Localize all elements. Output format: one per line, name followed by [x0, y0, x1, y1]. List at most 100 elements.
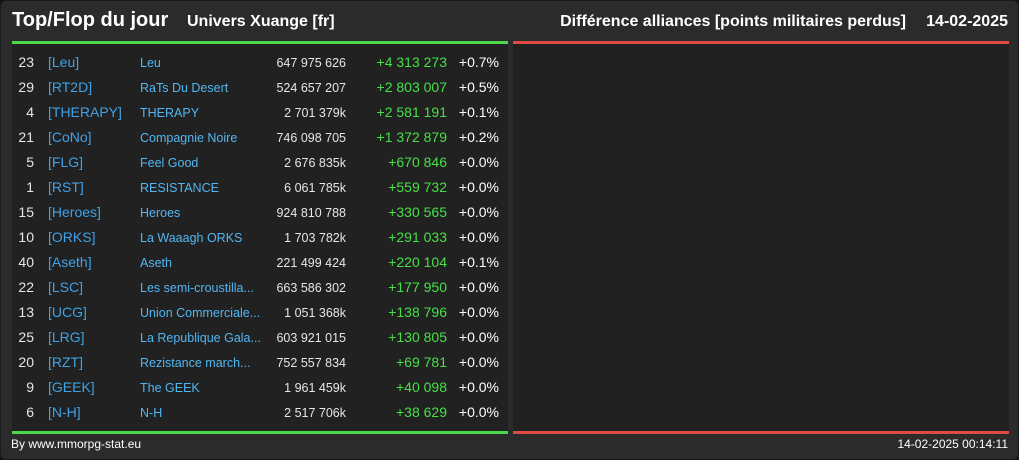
alliance-name-link[interactable]: Feel Good: [140, 156, 199, 170]
alliance-tag-link[interactable]: [ORKS]: [48, 229, 96, 245]
header-date: 14-02-2025: [926, 13, 1008, 30]
rank-cell: 5: [26, 154, 34, 170]
difference-label: Différence alliances [points militaires …: [560, 13, 906, 30]
total-cell: 221 499 424: [276, 256, 346, 270]
alliance-tag-link[interactable]: [CoNo]: [48, 129, 92, 145]
alliance-tag-link[interactable]: [THERAPY]: [48, 104, 122, 120]
delta-cell: +220 104: [388, 254, 447, 270]
rank-cell: 1: [26, 179, 34, 195]
list-item: 40 [Aseth] Aseth 221 499 424 +220 104 +0.1%: [12, 251, 508, 276]
alliance-name-link[interactable]: Union Commerciale...: [140, 306, 261, 320]
list-item: 5 [FLG] Feel Good 2 676 835k +670 846 +0.0%: [12, 151, 508, 176]
total-cell: 647 975 626: [276, 56, 346, 70]
total-cell: 2 701 379k: [284, 106, 346, 120]
alliance-name-link[interactable]: Leu: [140, 56, 161, 70]
alliance-name-link[interactable]: RaTs Du Desert: [140, 81, 229, 95]
alliance-name-link[interactable]: N-H: [140, 406, 163, 420]
alliance-tag-link[interactable]: [Leu]: [48, 54, 80, 70]
page-title: Top/Flop du jour: [12, 9, 169, 31]
percent-cell: +0.5%: [458, 79, 499, 95]
header: Top/Flop du jour Univers Xuange [fr] Dif…: [1, 1, 1018, 41]
alliance-name-link[interactable]: The GEEK: [140, 381, 200, 395]
delta-cell: +40 098: [396, 379, 447, 395]
total-cell: 524 657 207: [276, 81, 346, 95]
total-cell: 6 061 785k: [284, 181, 346, 195]
delta-cell: +130 805: [388, 329, 447, 345]
alliance-tag-link[interactable]: [N-H]: [48, 404, 81, 420]
source-link[interactable]: By www.mmorpg-stat.eu: [11, 437, 142, 451]
percent-cell: +0.1%: [458, 254, 499, 270]
list-item: 20 [RZT] Rezistance march... 752 557 834 +69…: [12, 351, 508, 376]
alliance-name-link[interactable]: RESISTANCE: [140, 181, 219, 195]
list-item: 1 [RST] RESISTANCE 6 061 785k +559 732 +0.0%: [12, 176, 508, 201]
alliance-tag-link[interactable]: [LRG]: [48, 329, 85, 345]
percent-cell: +0.0%: [458, 404, 499, 420]
percent-cell: +0.7%: [458, 54, 499, 70]
percent-cell: +0.2%: [458, 129, 499, 145]
rank-cell: 25: [18, 329, 34, 345]
total-cell: 663 586 302: [276, 281, 346, 295]
percent-cell: +0.0%: [458, 304, 499, 320]
alliance-name-link[interactable]: La Republique Gala...: [140, 331, 261, 345]
list-item: 6 [N-H] N-H 2 517 706k +38 629 +0.0%: [12, 401, 508, 426]
alliance-tag-link[interactable]: [RZT]: [48, 354, 83, 370]
alliance-tag-link[interactable]: [FLG]: [48, 154, 84, 170]
list-item: 4 [THERAPY] THERAPY 2 701 379k +2 581 191 +0.…: [12, 101, 508, 126]
delta-cell: +177 950: [388, 279, 447, 295]
percent-cell: +0.0%: [458, 179, 499, 195]
alliance-name-link[interactable]: La Waaagh ORKS: [140, 231, 243, 245]
rank-cell: 22: [18, 279, 34, 295]
delta-cell: +4 313 273: [376, 54, 447, 70]
footer-timestamp: 14-02-2025 00:14:11: [897, 437, 1008, 451]
percent-cell: +0.1%: [458, 104, 499, 120]
rank-cell: 9: [26, 379, 34, 395]
list-item: 15 [Heroes] Heroes 924 810 788 +330 565 +0.0%: [12, 201, 508, 226]
rank-cell: 15: [18, 204, 34, 220]
delta-cell: +670 846: [388, 154, 447, 170]
delta-cell: +291 033: [388, 229, 447, 245]
alliance-tag-link[interactable]: [RST]: [48, 179, 84, 195]
list-item: 29 [RT2D] RaTs Du Desert 524 657 207 +2 803 …: [12, 76, 508, 101]
percent-cell: +0.0%: [458, 204, 499, 220]
alliance-tag-link[interactable]: [GEEK]: [48, 379, 95, 395]
rank-cell: 4: [26, 104, 34, 120]
percent-cell: +0.0%: [458, 154, 499, 170]
list-item: 13 [UCG] Union Commerciale... 1 051 368k +13…: [12, 301, 508, 326]
percent-cell: +0.0%: [458, 229, 499, 245]
list-item: 22 [LSC] Les semi-croustilla... 663 586 302…: [12, 276, 508, 301]
alliance-name-link[interactable]: Les semi-croustilla...: [140, 281, 254, 295]
rank-cell: 29: [18, 79, 34, 95]
percent-cell: +0.0%: [458, 354, 499, 370]
rank-cell: 40: [18, 254, 34, 270]
total-cell: 1 961 459k: [284, 381, 346, 395]
alliance-name-link[interactable]: Rezistance march...: [140, 356, 251, 370]
rank-cell: 23: [18, 54, 34, 70]
total-cell: 924 810 788: [276, 206, 346, 220]
total-cell: 2 517 706k: [284, 406, 346, 420]
top-list: 23 [Leu] Leu 647 975 626 +4 313 273 +0.7% 29 [R…: [12, 51, 508, 426]
list-item: 23 [Leu] Leu 647 975 626 +4 313 273 +0.7%: [12, 51, 508, 76]
percent-cell: +0.0%: [458, 329, 499, 345]
list-item: 9 [GEEK] The GEEK 1 961 459k +40 098 +0.0%: [12, 376, 508, 401]
total-cell: 752 557 834: [276, 356, 346, 370]
list-item: 25 [LRG] La Republique Gala... 603 921 015 +…: [12, 326, 508, 351]
rank-cell: 21: [18, 129, 34, 145]
alliance-name-link[interactable]: THERAPY: [140, 106, 200, 120]
top-panel: 23 [Leu] Leu 647 975 626 +4 313 273 +0.7% 29 [R…: [12, 41, 508, 434]
rank-cell: 20: [18, 354, 34, 370]
flop-panel: [513, 41, 1009, 434]
delta-cell: +2 581 191: [376, 104, 447, 120]
alliance-tag-link[interactable]: [UCG]: [48, 304, 87, 320]
alliance-name-link[interactable]: Heroes: [140, 206, 181, 220]
alliance-tag-link[interactable]: [Aseth]: [48, 254, 92, 270]
alliance-tag-link[interactable]: [RT2D]: [48, 79, 93, 95]
total-cell: 2 676 835k: [284, 156, 346, 170]
rank-cell: 10: [18, 229, 34, 245]
alliance-tag-link[interactable]: [LSC]: [48, 279, 84, 295]
alliance-name-link[interactable]: Compagnie Noire: [140, 131, 238, 145]
rank-cell: 13: [18, 304, 34, 320]
alliance-tag-link[interactable]: [Heroes]: [48, 204, 101, 220]
delta-cell: +559 732: [388, 179, 447, 195]
alliance-name-link[interactable]: Aseth: [140, 256, 172, 270]
